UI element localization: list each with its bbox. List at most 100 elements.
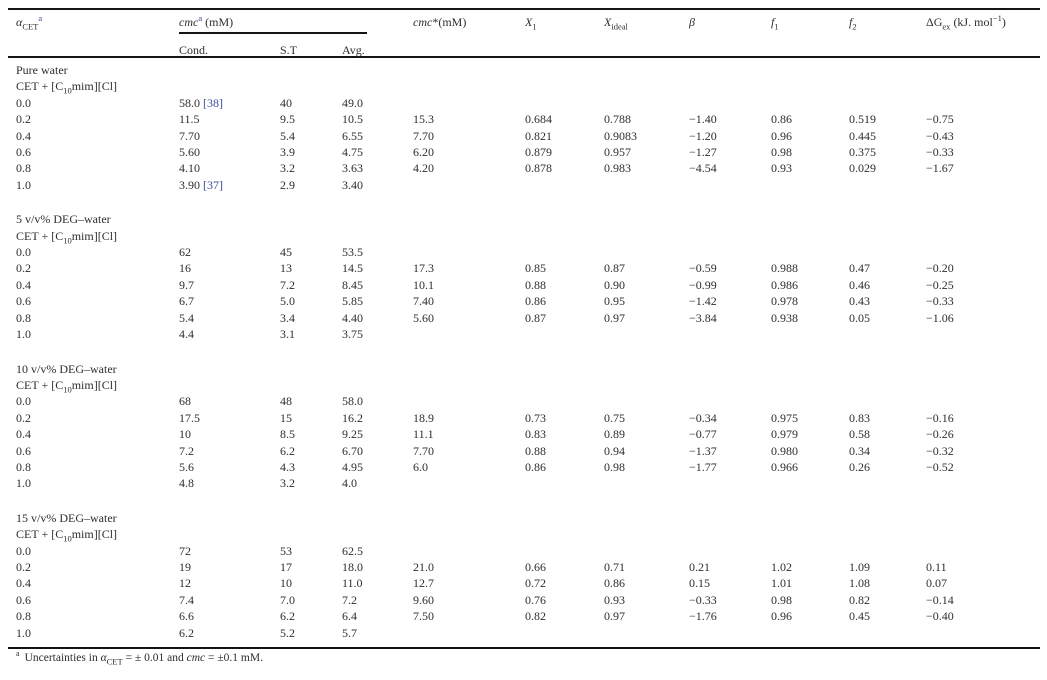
table-row: 0.2 19 17 18.0 21.0 0.66 0.71 0.21 1.02 1.09 0.11 [16,559,1040,575]
cell-f2: 0.58 [849,427,871,442]
cell-x1: 0.821 [525,128,553,143]
footnote-text: Uncertainties in αCET = ± 0.01 and cmc =… [24,652,263,667]
cell-cond: 7.2 [179,443,194,458]
cell-x1: 0.66 [525,559,547,574]
col-header-beta: β [689,15,695,29]
cell-st: 4.3 [280,459,295,474]
cell-st: 6.2 [280,443,295,458]
cell-alpha: 0.0 [16,394,31,409]
cell-avg: 3.63 [342,161,363,176]
cell-st: 13 [280,261,292,276]
cell-beta: −1.42 [689,294,717,309]
cell-f1: 0.98 [771,592,793,607]
cell-alpha: 0.8 [16,310,31,325]
cell-xideal [604,393,689,409]
cell-cmc_star: 10.1 [413,277,435,292]
cell-xideal: 0.957 [604,145,632,160]
cell-f1: 0.98 [771,145,793,160]
cell-cmc_star: 6.20 [413,145,435,160]
cell-dgex: −0.43 [926,128,954,143]
cell-dgex [926,625,1040,641]
col-header-avg: Avg. [342,42,365,57]
section-system-row: CET + [C10mim][Cl] [16,228,1040,244]
cell-alpha: 0.8 [16,459,31,474]
cell-x1: 0.87 [525,310,547,325]
cell-f2: 0.47 [849,261,871,276]
table-row: 0.2 11.5 9.5 10.5 15.3 0.684 0.788 −1.40 0.86 0.5… [16,111,1040,127]
col-header-cmc-group: cmca (mM) [179,13,234,29]
cell-xideal: 0.90 [604,277,626,292]
cell-alpha: 0.4 [16,128,31,143]
table-row: 0.2 17.5 15 16.2 18.9 0.73 0.75 −0.34 0.975 0.83 −… [16,410,1040,426]
table-row: 0.8 5.4 3.4 4.40 5.60 0.87 0.97 −3.84 0.938 0.05 −… [16,310,1040,326]
cell-beta: −4.54 [689,161,717,176]
cell-cmc_star: 5.60 [413,310,435,325]
section-title-row: 10 v/v% DEG–water [16,361,1040,377]
cell-x1: 0.879 [525,145,553,160]
section-title-row: Pure water [16,62,1040,78]
cell-cond: 68 [179,394,191,409]
cell-alpha: 0.0 [16,245,31,260]
cell-dgex [926,393,1040,409]
section-spacer [16,193,1040,211]
cell-cmc_star [413,475,525,491]
cell-avg: 16.2 [342,410,363,425]
citation-link[interactable]: [37] [200,177,223,192]
cell-alpha: 1.0 [16,476,31,491]
cell-f2: 1.08 [849,576,871,591]
cell-cmc_star [413,326,525,342]
cell-avg: 8.45 [342,277,363,292]
col-header-delta-g-ex: ΔGex (kJ. mol−1) [926,13,1006,32]
cell-x1: 0.684 [525,112,553,127]
cell-f1 [771,177,849,193]
cell-x1 [525,244,604,260]
cell-cmc_star: 7.50 [413,609,435,624]
cell-cmc_star: 21.0 [413,559,435,574]
cell-alpha: 0.2 [16,410,31,425]
cell-beta [689,475,771,491]
cell-cmc_star: 7.70 [413,443,435,458]
cell-xideal [604,326,689,342]
cell-f1: 0.986 [771,277,799,292]
cell-st: 45 [280,245,292,260]
cell-st: 8.5 [280,427,295,442]
cell-alpha: 0.2 [16,112,31,127]
cell-beta [689,326,771,342]
cell-alpha: 0.6 [16,592,31,607]
citation-link[interactable]: [38] [200,95,223,110]
cell-st: 5.0 [280,294,295,309]
cell-beta: −0.33 [689,592,717,607]
cell-st: 3.9 [280,145,295,160]
cell-cmc_star [413,393,525,409]
cell-f1: 0.96 [771,128,793,143]
cell-alpha: 0.6 [16,443,31,458]
table-row: 1.0 4.8 3.2 4.0 [16,475,1040,491]
col-header-f1: f1 [771,15,779,32]
cell-f2 [849,326,926,342]
cell-avg: 53.5 [342,245,363,260]
cell-cond: 4.8 [179,476,194,491]
cell-st: 7.2 [280,277,295,292]
cell-dgex: −0.14 [926,592,954,607]
cell-f2 [849,393,926,409]
cell-f2: 0.34 [849,443,871,458]
cell-beta: −1.37 [689,443,717,458]
cell-cond: 16 [179,261,191,276]
cell-alpha: 0.8 [16,161,31,176]
cell-dgex: −0.33 [926,145,954,160]
cell-cmc_star: 6.0 [413,459,429,474]
cell-cond: 5.4 [179,310,194,325]
cell-f1: 0.978 [771,294,799,309]
cell-xideal: 0.94 [604,443,626,458]
cell-dgex: −0.25 [926,277,954,292]
cell-dgex: 0.07 [926,576,948,591]
cell-dgex: 0.11 [926,559,947,574]
cell-beta: −1.77 [689,459,717,474]
cell-cmc_star [413,177,525,193]
table-row: 0.0 62 45 53.5 [16,244,1040,260]
table-row: 0.4 12 10 11.0 12.7 0.72 0.86 0.15 1.01 1.08 0.07 [16,575,1040,591]
cell-dgex: −0.75 [926,112,954,127]
table-footnote: a Uncertainties in αCET = ± 0.01 and cmc … [16,650,1026,667]
cell-dgex [926,475,1040,491]
